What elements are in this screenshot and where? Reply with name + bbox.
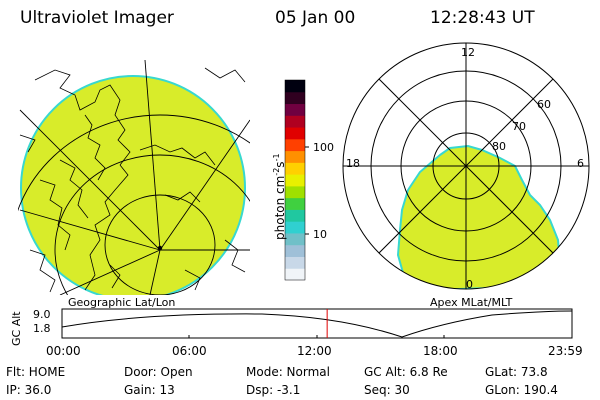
geo-map-caption: Geographic Lat/Lon — [68, 296, 176, 309]
mlat-label-80: 80 — [492, 140, 506, 153]
colorbar-cell — [285, 138, 305, 152]
colorbar-tick-10: 10 — [313, 228, 327, 241]
timeline-y-bottom: 1.8 — [33, 322, 51, 335]
sequence-number: Seq: 30 — [364, 383, 410, 397]
geographic-map — [18, 59, 250, 295]
geographic-latitude: GLat: 73.8 — [485, 365, 548, 379]
mlt-label-6: 6 — [577, 157, 584, 170]
door-status: Door: Open — [124, 365, 193, 379]
mlt-label-0: 0 — [466, 278, 473, 291]
colorbar-cell — [285, 127, 305, 140]
pole-marker — [157, 245, 163, 251]
colorbar-cell — [285, 115, 305, 128]
timeline-axis-label: GC Alt — [10, 311, 23, 346]
orbit-altitude-timeline — [61, 308, 573, 339]
colorbar-cell — [285, 80, 305, 93]
polar-mlat-mlt-plot — [342, 42, 590, 290]
colorbar-cell — [285, 162, 305, 175]
aurora-emission-area — [20, 75, 246, 295]
colorbar-unit-label: photon cm-2s-1 — [272, 153, 287, 240]
flight-status: Flt: HOME — [6, 365, 66, 379]
mlat-label-60: 60 — [537, 98, 551, 111]
geographic-longitude: GLon: 190.4 — [485, 383, 558, 397]
colorbar-cell — [285, 91, 305, 105]
colorbar-cell — [285, 244, 305, 257]
gain-value: Gain: 13 — [124, 383, 175, 397]
color-scale-bar — [284, 79, 309, 281]
timeline-tick-2: 12:00 — [297, 344, 332, 358]
timeline-tick-0: 00:00 — [46, 344, 81, 358]
latitude-grid — [18, 114, 250, 295]
ip-value: IP: 36.0 — [6, 383, 52, 397]
mlt-label-12: 12 — [461, 46, 475, 59]
gc-altitude: GC Alt: 6.8 Re — [364, 365, 448, 379]
polar-plot-caption: Apex MLat/MLT — [430, 296, 513, 309]
colorbar-cell — [285, 209, 305, 222]
colorbar-cell — [285, 174, 305, 187]
longitude-grid — [19, 59, 250, 295]
colorbar-cell — [285, 103, 305, 116]
colorbar-cell — [285, 268, 305, 281]
mode-status: Mode: Normal — [246, 365, 330, 379]
colorbar-cell — [285, 150, 305, 163]
altitude-curve — [61, 310, 573, 338]
timeline-tick-3: 18:00 — [423, 344, 458, 358]
coastlines — [19, 67, 246, 293]
observation-date: 05 Jan 00 — [275, 8, 356, 28]
colorbar-cell — [285, 232, 305, 246]
timeline-tick-4: 23:59 — [548, 344, 583, 358]
mlat-label-70: 70 — [512, 120, 526, 133]
timeline-tick-1: 06:00 — [172, 344, 207, 358]
mlt-label-18: 18 — [346, 157, 360, 170]
colorbar-tick-100: 100 — [313, 141, 334, 154]
colorbar-cell — [285, 197, 305, 210]
timeline-y-top: 9.0 — [33, 308, 51, 321]
colorbar-cell — [285, 256, 305, 269]
dsp-value: Dsp: -3.1 — [246, 383, 301, 397]
colorbar-cell — [285, 221, 305, 234]
instrument-title: Ultraviolet Imager — [20, 8, 174, 28]
observation-time: 12:28:43 UT — [430, 8, 535, 28]
colorbar-cell — [285, 185, 305, 199]
aurora-oval — [396, 144, 562, 289]
